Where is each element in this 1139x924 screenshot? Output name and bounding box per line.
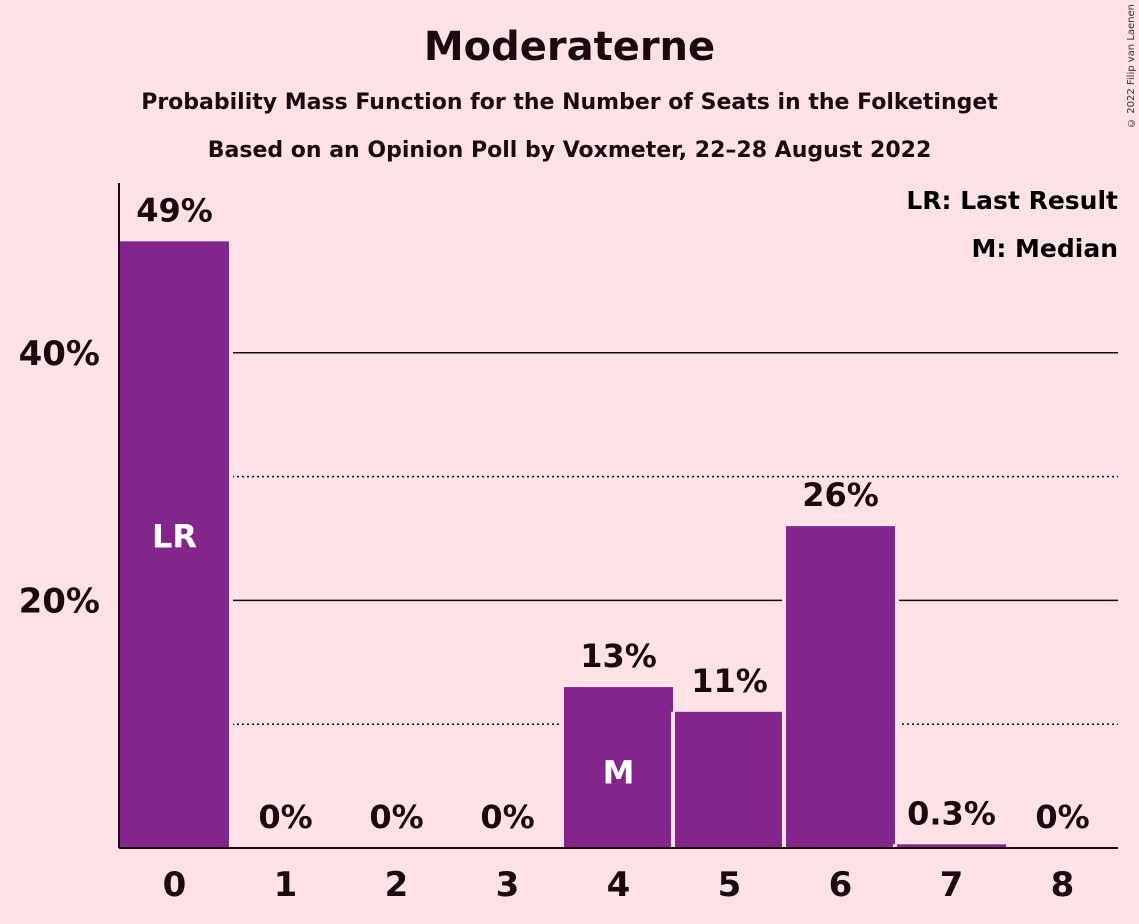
bars [116,241,1010,848]
y-tick-label: 20% [19,581,100,621]
x-tick-label: 4 [607,865,631,905]
value-label-1: 0% [258,798,312,836]
chart-subtitle: Probability Mass Function for the Number… [141,90,998,115]
value-label-2: 0% [369,798,423,836]
value-label-4: 13% [580,637,657,675]
x-tick-label: 5 [718,865,742,905]
axes: 20% 40% 0 1 2 3 4 5 6 7 8 [19,183,1118,905]
value-label-3: 0% [480,798,534,836]
bar-7 [897,844,1006,848]
legend-last-result: LR: Last Result [906,186,1118,215]
x-tick-label: 3 [496,865,520,905]
x-tick-label: 2 [385,865,409,905]
bar-marker-m: M [603,754,635,792]
chart-title: Moderaterne [423,24,716,70]
bar-4 [564,687,673,848]
value-label-8: 0% [1035,798,1089,836]
value-label-5: 11% [691,662,768,700]
gridlines [232,352,1118,725]
y-tick-label: 40% [19,334,100,374]
x-tick-label: 7 [940,865,964,905]
bar-0 [120,241,229,848]
bar-5 [675,711,784,848]
x-tick-label: 8 [1051,865,1075,905]
bar-marker-lr: LR [152,518,197,556]
value-label-6: 26% [802,476,879,514]
x-tick-label: 0 [163,865,187,905]
legend-median: M: Median [971,234,1118,263]
value-label-0: 49% [136,191,213,229]
x-tick-label: 6 [829,865,853,905]
value-label-7: 0.3% [907,794,996,832]
bar-6 [786,526,895,848]
value-labels: 49% LR 0% 0% 0% 13% M 11% 26% 0.3% 0% [136,191,1089,836]
x-tick-label: 1 [274,865,298,905]
chart-source-line: Based on an Opinion Poll by Voxmeter, 22… [207,138,932,163]
